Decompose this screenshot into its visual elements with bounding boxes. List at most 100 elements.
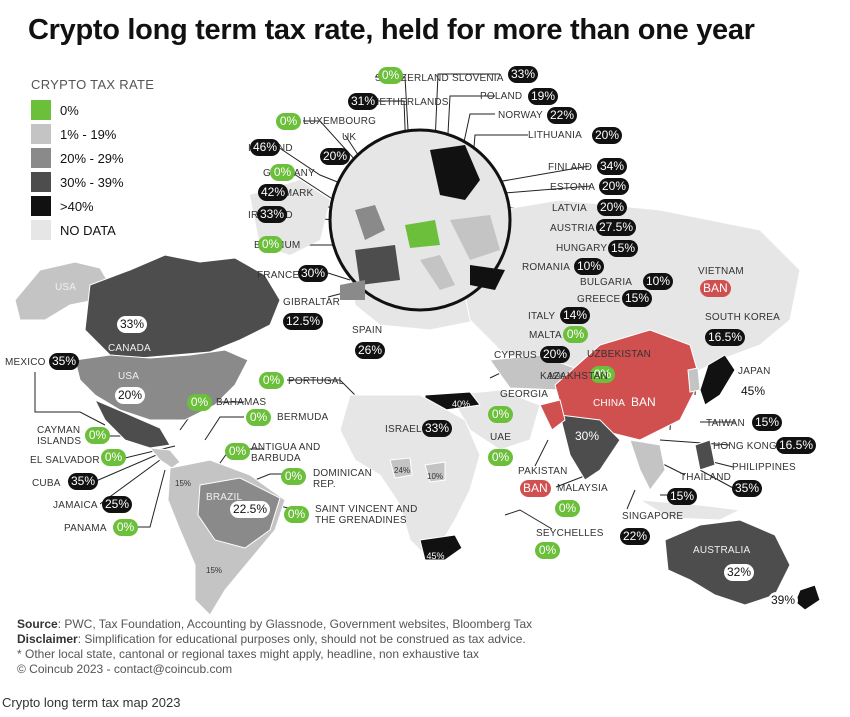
country-name-dominican: DOMINICAN REP.: [313, 468, 373, 490]
country-name-antigua: ANTIGUA AND BARBUDA: [251, 442, 321, 464]
tax-rate-slovenia: 33%: [508, 66, 539, 83]
country-name-romania: ROMANIA: [522, 262, 571, 273]
tax-rate-south-africa: 45%: [426, 551, 445, 561]
disclaimer-label: Disclaimer: [17, 632, 78, 646]
philippines-shape: [694, 439, 716, 471]
tax-rate-luxembourg: 0%: [276, 113, 301, 130]
legend-swatch: [31, 124, 51, 144]
tax-rate-el-salvador: 0%: [101, 449, 126, 466]
tax-rate-spain: 26%: [355, 342, 386, 359]
bottom-caption: Crypto long term tax map 2023: [0, 693, 850, 717]
tax-rate-gibraltar: 12.5%: [283, 313, 324, 330]
tax-rate-hungary: 15%: [608, 240, 639, 257]
tax-rate-poland: 19%: [528, 88, 559, 105]
magnifier-italy: [420, 255, 455, 290]
legend-swatch: [31, 196, 51, 216]
country-name-finland: FINLAND: [548, 162, 593, 173]
southeast-asia-shape: [629, 439, 666, 491]
country-name-cyprus: CYPRUS: [494, 350, 537, 361]
country-name-vietnam: VIETNAM: [698, 266, 744, 277]
country-name-kazakhstan: KAZAKHSTAN: [540, 371, 608, 382]
magnifier-east: [450, 215, 500, 260]
tax-rate-israel: 33%: [422, 420, 453, 437]
magnifier-uk: [355, 205, 385, 240]
tax-rate-vietnam: BAN: [700, 280, 731, 297]
tax-rate-greece: 15%: [622, 290, 653, 307]
country-name-malaysia: MALAYSIA: [557, 483, 608, 494]
tax-rate-argentina: 15%: [206, 566, 223, 575]
legend-label: 1% - 19%: [60, 126, 117, 142]
tax-rate-austria: 27.5%: [596, 219, 637, 236]
tax-rate-pakistan: BAN: [520, 480, 551, 497]
tax-rate-saint-vincent: 0%: [284, 506, 309, 523]
tax-rate-portugal: 0%: [259, 372, 284, 389]
country-name-saint-vincent: SAINT VINCENT AND THE GRENADINES: [315, 504, 418, 526]
south-africa-shape: [419, 534, 463, 561]
country-name-uae: UAE: [490, 432, 512, 443]
magnifier-iberia: [340, 280, 365, 300]
tax-rate-malta: 0%: [563, 326, 588, 343]
korea-shape: [687, 367, 701, 393]
tax-rate-norway: 22%: [547, 107, 578, 124]
legend-label: 0%: [60, 102, 79, 118]
note-text: * Other local state, cantonal or regiona…: [17, 647, 480, 661]
tax-rate-new-zealand: 39%: [768, 592, 799, 609]
country-name-georgia: GEORGIA: [500, 389, 549, 400]
source-label: Source: [17, 617, 58, 631]
country-name-israel: ISRAEL: [385, 424, 422, 435]
country-name-france: FRANCE: [257, 270, 300, 281]
country-name-lithuania: LITHUANIA: [528, 130, 583, 141]
legend-label: NO DATA: [60, 222, 116, 238]
country-name-switzerland: SWITZERLAND: [375, 73, 449, 84]
tax-rate-italy: 14%: [560, 307, 591, 324]
tax-rate-bulgaria: 10%: [643, 273, 674, 290]
country-name-italy: ITALY: [528, 311, 556, 322]
tax-rate-south-korea: 16.5%: [705, 329, 746, 346]
country-name-poland: POLAND: [480, 91, 523, 102]
mexico-shape: [93, 399, 171, 449]
india-shape: [559, 414, 621, 481]
source-text: : PWC, Tax Foundation, Accounting by Gla…: [57, 617, 533, 631]
tax-rate-brazil: 22.5%: [230, 501, 271, 518]
country-name-uk: UK: [342, 132, 357, 143]
country-name-latvia: LATVIA: [552, 203, 587, 214]
legend-item: 0%: [31, 100, 79, 120]
country-name-jamaica: JAMAICA: [53, 500, 98, 511]
country-name-australia: AUSTRALIA: [693, 545, 751, 556]
tax-rate-estonia: 20%: [599, 178, 630, 195]
tax-rate-singapore: 22%: [620, 528, 651, 545]
tax-rate-uae: 0%: [488, 449, 513, 466]
tax-rate-denmark: 42%: [258, 184, 289, 201]
country-name-pakistan: PAKISTAN: [518, 466, 568, 477]
country-name-thailand: THAILAND: [680, 472, 732, 483]
legend-item: NO DATA: [31, 220, 116, 240]
magnifier-balkans: [470, 265, 505, 290]
tax-rate-mexico: 35%: [49, 353, 80, 370]
tax-rate-jamaica: 25%: [102, 496, 133, 513]
tax-rate-canada: 33%: [117, 316, 148, 333]
country-name-canada: CANADA: [108, 343, 151, 354]
tax-rate-romania: 10%: [574, 258, 605, 275]
central-america-shape: [148, 447, 181, 469]
tax-rate-iceland: 46%: [250, 139, 281, 156]
magnifier-scandinavia: [430, 145, 480, 200]
country-name-hong-kong: HONG KONG: [713, 441, 778, 452]
tax-rate-bermuda: 0%: [246, 409, 271, 426]
tax-rate-china: BAN: [628, 394, 659, 411]
tax-rate-colombia: 15%: [175, 479, 192, 488]
tax-rate-kenya: 10%: [427, 472, 444, 481]
legend-swatch: [31, 220, 51, 240]
country-name-panama: PANAMA: [64, 523, 107, 534]
tax-rate-nigeria: 24%: [394, 466, 411, 475]
tax-rate-seychelles: 0%: [535, 542, 560, 559]
country-name-japan: JAPAN: [738, 366, 771, 377]
country-name-netherlands: NETHERLANDS: [372, 97, 449, 108]
credit-text: © Coincub 2023 - contact@coincub.com: [17, 662, 233, 676]
country-name-south-korea: SOUTH KOREA: [705, 312, 780, 323]
country-name-cuba: CUBA: [32, 478, 61, 489]
tax-rate-kazakhstan: 15%: [547, 372, 564, 381]
country-name-spain: SPAIN: [352, 325, 383, 336]
tax-rate-india: 30%: [575, 429, 600, 443]
tax-rate-latvia: 20%: [597, 199, 628, 216]
magnifier-france: [355, 245, 400, 285]
